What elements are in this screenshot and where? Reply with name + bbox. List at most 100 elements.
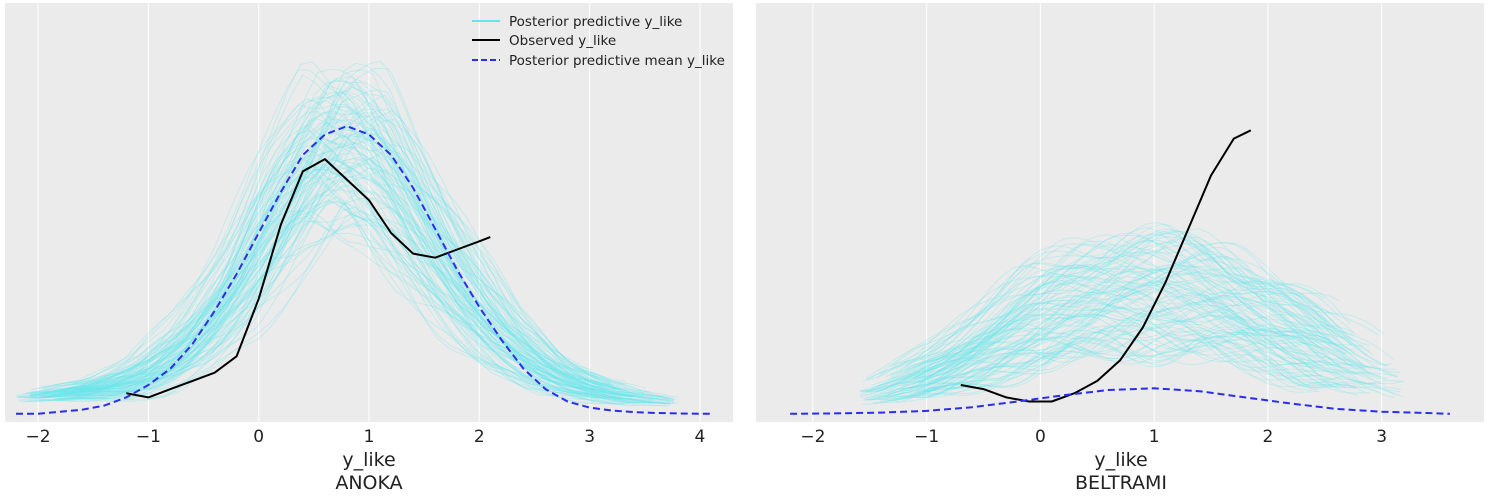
legend-label: Posterior predictive y_like: [509, 14, 682, 30]
posterior-predictive-line: [896, 267, 1357, 391]
posterior-predictive-line: [26, 118, 632, 398]
posterior-predictive-line: [73, 94, 674, 399]
posterior-predictive-line: [40, 190, 600, 402]
posterior-predictive-line: [861, 333, 1395, 406]
posterior-predictive-line: [862, 236, 1373, 383]
posterior-predictive-line: [895, 328, 1327, 404]
posterior-predictive-line: [919, 310, 1398, 395]
posterior-predictive-line: [904, 288, 1365, 389]
posterior-predictive-line: [901, 313, 1333, 398]
posterior-predictive-line: [17, 194, 669, 407]
posterior-predictive-line: [29, 67, 625, 396]
posterior-predictive-line: [903, 282, 1346, 382]
posterior-predictive-line: [919, 240, 1395, 361]
posterior-predictive-line: [869, 306, 1340, 397]
panel-title: ANOKA: [335, 472, 402, 494]
posterior-predictive-line: [39, 109, 627, 398]
x-tick-label: 2: [1262, 427, 1273, 447]
posterior-predictive-line: [863, 291, 1317, 393]
posterior-predictive-line: [30, 81, 591, 396]
posterior-predictive-line: [73, 94, 650, 393]
posterior-predictive-line: [62, 189, 671, 405]
posterior-predictive-line: [891, 251, 1345, 385]
posterior-predictive-line: [16, 169, 634, 399]
posterior-predictive-line: [36, 117, 602, 394]
posterior-predictive-line: [865, 241, 1330, 392]
posterior-predictive-line: [44, 91, 598, 390]
posterior-predictive-line: [47, 85, 612, 391]
posterior-predictive-line: [30, 127, 637, 397]
observed-line: [960, 129, 1252, 403]
posterior-predictive-line: [73, 201, 628, 402]
posterior-predictive-line: [80, 196, 594, 400]
posterior-predictive-line: [37, 68, 622, 390]
x-tick-label: 2: [474, 427, 485, 447]
posterior-predictive-line: [80, 114, 623, 391]
posterior-predictive-line: [74, 80, 619, 389]
posterior-predictive-line: [67, 141, 624, 398]
posterior-predictive-line: [902, 288, 1388, 386]
posterior-predictive-line: [19, 148, 614, 399]
x-tick-label: −1: [914, 427, 939, 447]
posterior-predictive-line: [870, 228, 1341, 393]
posterior-predictive-line: [79, 138, 631, 397]
posterior-predictive-line: [43, 78, 667, 396]
posterior-predictive-line: [889, 270, 1320, 376]
posterior-predictive-line: [924, 337, 1318, 399]
x-tick-label: 0: [253, 427, 264, 447]
posterior-predictive-line: [889, 233, 1352, 376]
posterior-predictive-line: [859, 268, 1367, 396]
posterior-predictive-line: [924, 295, 1327, 392]
observed-line: [126, 158, 491, 399]
posterior-predictive-line: [30, 103, 641, 397]
posterior-predictive-line: [874, 304, 1375, 396]
posterior-predictive-line: [902, 302, 1360, 379]
x-tick-label: 3: [584, 427, 595, 447]
posterior-predictive-line: [876, 239, 1347, 388]
summary-lines: [790, 129, 1450, 415]
x-tick-label: 1: [364, 427, 375, 447]
posterior-predictive-line: [56, 199, 674, 404]
posterior-predictive-line: [887, 303, 1321, 395]
posterior-predictive-line: [59, 215, 596, 402]
posterior-predictive-line: [871, 280, 1381, 389]
posterior-predictive-line: [922, 255, 1330, 362]
legend: Posterior predictive y_like Observed y_l…: [472, 14, 725, 69]
posterior-predictive-line: [920, 230, 1324, 370]
posterior-predictive-line: [70, 69, 611, 385]
posterior-predictive-line: [64, 60, 610, 390]
posterior-predictive-line: [76, 157, 638, 404]
posterior-predictive-line: [42, 159, 606, 399]
posterior-predictive-line: [865, 229, 1328, 378]
posterior-predictive-line: [895, 223, 1389, 370]
x-tick-label: 1: [1149, 427, 1160, 447]
posterior-predictive-line: [859, 253, 1357, 397]
posterior-predictive-line: [63, 132, 609, 393]
posterior-predictive-line: [888, 264, 1398, 379]
posterior-predictive-line: [866, 222, 1336, 380]
posterior-predictive-line: [28, 176, 631, 404]
x-tick-labels: −2 −1 0 1 2 3 4: [26, 427, 706, 447]
legend-label: Posterior predictive mean y_like: [509, 53, 725, 69]
posterior-predictive-line: [44, 136, 676, 403]
posterior-predictive-line: [871, 328, 1359, 398]
posterior-predictive-line: [66, 89, 620, 391]
posterior-predictive-line: [859, 236, 1340, 392]
posterior-predictive-line: [867, 251, 1339, 393]
panel-beltrami: −2 −1 0 1 2 3 y_like BELTRAMI: [756, 3, 1484, 494]
posterior-predictive-line: [876, 268, 1387, 393]
posterior-predictive-line: [921, 339, 1314, 394]
posterior-predictive-line: [889, 325, 1318, 402]
posterior-predictive-line: [864, 294, 1370, 393]
posterior-predictive-line: [66, 137, 654, 397]
posterior-predictive-line: [892, 338, 1323, 402]
posterior-predictive-line: [912, 266, 1320, 373]
x-axis-label: y_like: [1094, 449, 1147, 471]
posterior-predictive-line: [57, 135, 669, 400]
posterior-predictive-line: [24, 133, 675, 400]
posterior-predictive-line: [925, 293, 1325, 380]
posterior-predictive-line: [41, 86, 640, 394]
posterior-predictive-line: [919, 308, 1320, 384]
posterior-predictive-line: [891, 238, 1354, 379]
